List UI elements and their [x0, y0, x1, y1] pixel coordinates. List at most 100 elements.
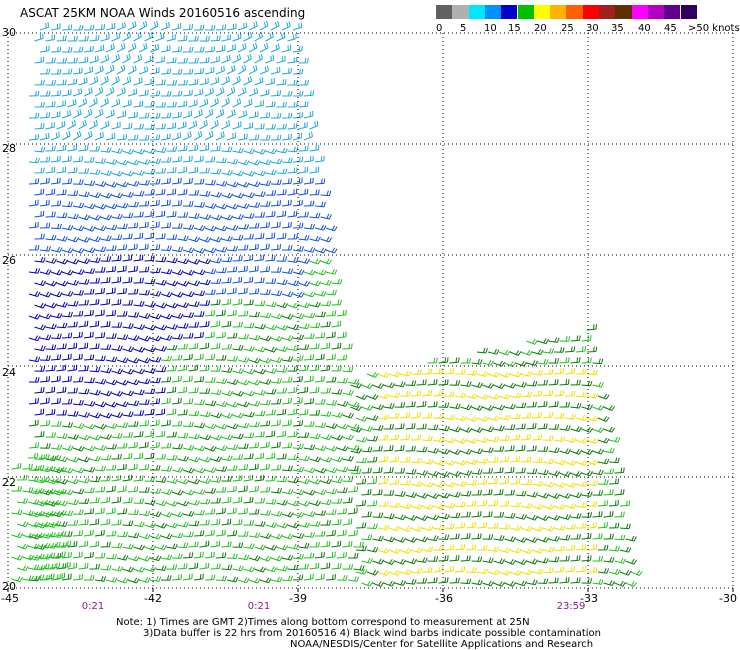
wind-barb: [155, 522, 168, 529]
wind-barb: [265, 346, 278, 353]
wind-barb: [421, 546, 434, 553]
wind-barb: [45, 257, 57, 264]
wind-barb: [122, 474, 133, 482]
wind-barb: [160, 68, 172, 75]
wind-barb: [204, 400, 217, 407]
wind-barb: [325, 353, 336, 361]
wind-barb: [56, 280, 69, 287]
time-label-2: 0:21: [247, 601, 271, 612]
wind-barb: [182, 312, 195, 318]
wind-barb: [243, 192, 255, 198]
wind-barb: [482, 557, 494, 564]
wind-barb: [45, 166, 56, 174]
wind-barb: [144, 346, 157, 353]
wind-barb: [292, 553, 304, 560]
wind-barb: [50, 375, 61, 383]
wind-barb: [133, 254, 144, 262]
wind-barb: [149, 533, 162, 540]
wind-barb: [347, 486, 359, 493]
wind-barb: [314, 445, 327, 452]
wind-barb: [477, 479, 488, 485]
wind-barb: [177, 343, 188, 350]
wind-barb: [614, 534, 626, 541]
wind-barb: [28, 199, 39, 207]
wind-barb: [281, 356, 294, 362]
wind-barb: [586, 522, 598, 529]
wind-barb: [83, 288, 95, 295]
wind-barb: [542, 412, 554, 419]
wind-barb: [182, 398, 194, 405]
wind-barb: [111, 496, 122, 504]
wind-barb: [45, 365, 56, 372]
wind-barb: [171, 156, 182, 163]
wind-barb: [89, 389, 101, 396]
wind-barb: [320, 456, 333, 463]
wind-barb: [410, 457, 422, 464]
wind-barb: [160, 199, 171, 207]
wind-barb: [498, 547, 511, 554]
wind-barb: [204, 202, 217, 209]
wind-barb: [67, 478, 79, 485]
wind-barb: [361, 557, 373, 564]
wind-barb: [199, 300, 211, 306]
wind-barb: [144, 255, 155, 262]
wind-barb: [248, 400, 261, 407]
wind-barb: [254, 191, 266, 197]
wind-barb: [177, 432, 189, 439]
legend-swatch: [484, 5, 502, 19]
wind-barb: [270, 158, 283, 165]
wind-barb: [89, 55, 99, 64]
wind-barb: [210, 191, 222, 198]
wind-barb: [94, 465, 106, 472]
wind-barb: [215, 131, 225, 141]
wind-barb: [548, 577, 559, 584]
wind-barb: [226, 65, 236, 75]
wind-barb: [331, 320, 342, 328]
wind-barb: [237, 443, 249, 449]
wind-barb: [454, 415, 467, 422]
wind-barb: [482, 489, 493, 496]
wind-barb: [50, 23, 61, 31]
wind-barb: [94, 552, 106, 559]
wind-barb: [570, 335, 581, 342]
wind-barb: [210, 540, 221, 548]
wind-barb: [564, 566, 575, 573]
wind-barb: [259, 312, 272, 319]
wind-barb: [111, 32, 121, 42]
wind-barb: [44, 488, 57, 495]
wind-barb: [182, 375, 193, 383]
wind-barb: [471, 468, 483, 475]
wind-barb: [72, 156, 83, 163]
wind-barb: [61, 201, 73, 208]
wind-barb: [432, 436, 445, 443]
wind-barb: [331, 540, 342, 548]
wind-barb: [171, 532, 184, 539]
wind-barb: [460, 490, 472, 497]
wind-barb: [78, 540, 89, 548]
wind-barb: [287, 408, 298, 416]
wind-barb: [149, 178, 161, 185]
wind-barb: [531, 526, 544, 532]
wind-barb: [166, 280, 179, 287]
wind-barb: [325, 488, 338, 495]
wind-barb: [292, 334, 305, 341]
wind-barb: [177, 166, 188, 174]
wind-barb: [298, 188, 309, 196]
wind-barb: [292, 45, 303, 53]
wind-barb: [597, 568, 610, 574]
wind-barb: [122, 276, 133, 284]
wind-barb: [144, 499, 156, 506]
wind-barb: [537, 379, 548, 386]
wind-barb: [215, 24, 227, 31]
wind-barb: [177, 121, 187, 130]
wind-barb: [100, 541, 111, 548]
wind-barb: [232, 98, 242, 108]
wind-barb: [177, 455, 189, 462]
wind-barb: [111, 542, 123, 549]
wind-barb: [248, 288, 260, 295]
wind-barb: [105, 443, 118, 450]
wind-barb: [100, 433, 112, 440]
wind-barb: [608, 522, 620, 529]
wind-barb: [50, 354, 62, 361]
wind-barb: [133, 277, 144, 284]
